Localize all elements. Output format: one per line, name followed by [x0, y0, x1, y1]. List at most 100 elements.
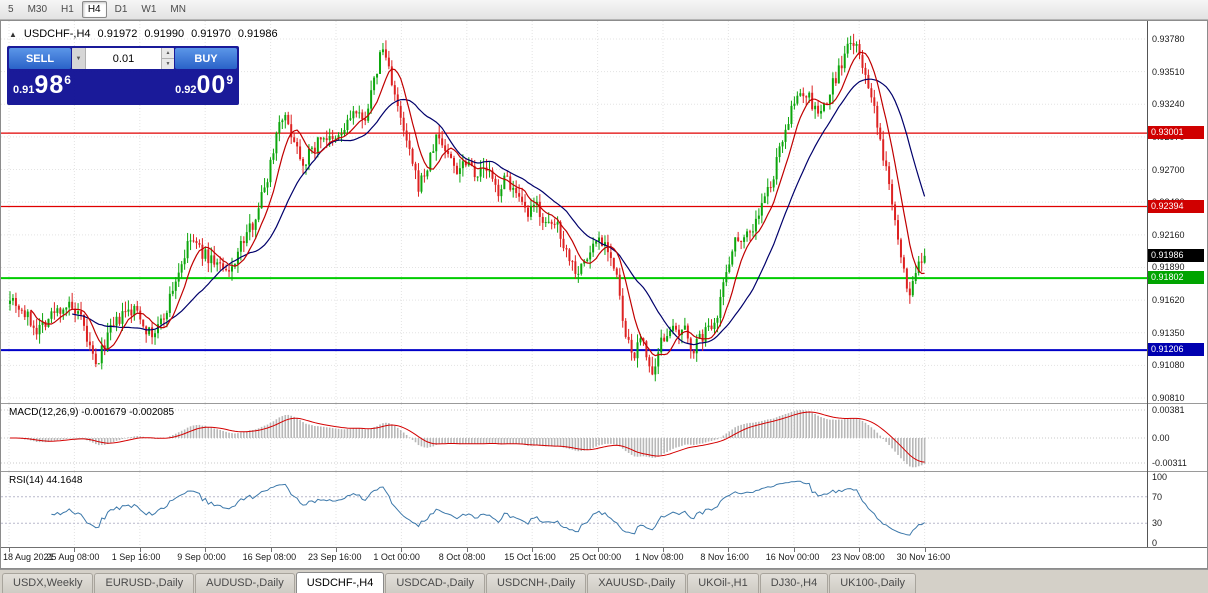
- candle-body: [846, 43, 849, 54]
- candle-body: [352, 111, 355, 119]
- chart-tab-dj30-h4[interactable]: DJ30-,H4: [759, 573, 829, 593]
- price-axis-label: 0.93780: [1152, 34, 1185, 44]
- candle-body: [47, 318, 50, 327]
- candle-body: [473, 166, 476, 178]
- candle-body: [216, 262, 219, 265]
- candle-body: [340, 133, 343, 136]
- candle-body: [44, 321, 47, 327]
- chart-tab-usdcad-daily[interactable]: USDCAD-,Daily: [385, 573, 485, 593]
- candle-body: [239, 241, 242, 252]
- chart-tab-usdcnh-daily[interactable]: USDCNH-,Daily: [485, 573, 587, 593]
- candle-body: [580, 263, 583, 274]
- sell-price[interactable]: 0.91986: [13, 71, 71, 100]
- candle-body: [920, 261, 923, 263]
- candle-body: [654, 366, 657, 375]
- candle-body: [503, 175, 506, 190]
- time-axis-tick: [466, 548, 468, 552]
- candle-body: [420, 175, 423, 192]
- candle-body: [713, 322, 716, 330]
- macd-indicator-chart[interactable]: [1, 404, 1147, 471]
- candle-body: [769, 187, 772, 189]
- candle-body: [204, 249, 207, 259]
- candle-body: [615, 268, 618, 275]
- candle-body: [88, 341, 91, 346]
- candle-body: [609, 252, 612, 259]
- price-chart[interactable]: [1, 21, 1147, 403]
- chart-tab-xauusd-daily[interactable]: XAUUSD-,Daily: [587, 573, 687, 593]
- rsi-indicator-chart[interactable]: [1, 472, 1147, 547]
- buy-price[interactable]: 0.92009: [175, 71, 233, 100]
- timeframe-button-d1[interactable]: D1: [114, 4, 128, 15]
- candle-body: [435, 134, 438, 152]
- candle-body: [266, 182, 269, 188]
- candle-body: [882, 139, 885, 161]
- price-axis-label: 0.93510: [1152, 66, 1185, 77]
- candle-body: [550, 221, 553, 224]
- lot-dropdown-icon[interactable]: ▼: [72, 48, 86, 69]
- timeframe-button-h4[interactable]: H4: [81, 1, 107, 18]
- candle-body: [586, 259, 589, 262]
- chart-tab-audusd-daily[interactable]: AUDUSD-,Daily: [195, 573, 295, 593]
- time-axis[interactable]: 18 Aug 2021 25 Aug 08:00 1 Sep 16:00 9 Sep …: [1, 547, 1207, 569]
- timeframe-button-5[interactable]: 5: [8, 4, 14, 15]
- candle-body: [870, 88, 873, 98]
- candle-body: [109, 324, 112, 333]
- sell-button[interactable]: SELL: [9, 48, 71, 69]
- candle-body: [506, 175, 509, 177]
- chart-tab-ukoil-h1[interactable]: UKOil-,H1: [687, 573, 759, 593]
- candle-body: [85, 325, 88, 342]
- chart-window[interactable]: 0.937800.935100.932400.929700.927000.924…: [0, 20, 1208, 569]
- candle-body: [899, 239, 902, 258]
- timeframe-button-m30[interactable]: M30: [27, 4, 48, 15]
- chart-tab-usdx-weekly[interactable]: USDX,Weekly: [2, 573, 94, 593]
- candle-body: [438, 134, 441, 139]
- candle-body: [802, 93, 805, 97]
- panel-separator[interactable]: [1, 471, 1207, 472]
- candle-body: [553, 223, 556, 225]
- lot-increase-icon[interactable]: ▲: [162, 48, 174, 59]
- candle-body: [364, 118, 367, 121]
- candle-body: [41, 321, 44, 325]
- price-axis-marker: 0.91206: [1148, 343, 1204, 357]
- timeframe-button-h1[interactable]: H1: [61, 4, 74, 15]
- panel-separator[interactable]: [1, 403, 1207, 404]
- ma-fast-line: [30, 51, 925, 357]
- candle-body: [414, 163, 417, 171]
- lot-decrease-icon[interactable]: ▼: [162, 59, 174, 69]
- candle-body: [837, 65, 840, 84]
- lot-spinner[interactable]: ▲ ▼: [161, 48, 174, 69]
- chart-tab-uk100-daily[interactable]: UK100-,Daily: [829, 573, 917, 593]
- candle-body: [849, 42, 852, 44]
- candle-body: [660, 337, 663, 353]
- candle-body: [547, 221, 550, 223]
- time-axis-label: 9 Sep 00:00: [177, 552, 226, 562]
- candle-body: [325, 138, 328, 141]
- rsi-grid: [8, 472, 926, 547]
- price-axis[interactable]: 0.937800.935100.932400.929700.927000.924…: [1148, 21, 1207, 548]
- chart-tab-eurusd-daily[interactable]: EURUSD-,Daily: [94, 573, 195, 593]
- candle-body: [328, 136, 331, 141]
- candle-body: [68, 301, 71, 308]
- candle-body: [894, 204, 897, 221]
- candle-body: [151, 327, 154, 338]
- candle-body: [737, 237, 740, 241]
- buy-button[interactable]: BUY: [175, 48, 237, 69]
- candle-body: [263, 187, 266, 193]
- ma-slow-line: [72, 78, 926, 346]
- chart-tab-usdchf-h4[interactable]: USDCHF-,H4: [295, 572, 385, 593]
- candle-body: [387, 57, 390, 67]
- candle-body: [103, 345, 106, 350]
- candle-body: [527, 207, 529, 217]
- candle-body: [370, 90, 373, 109]
- price-axis-label: 0.91620: [1152, 295, 1185, 306]
- candle-body: [349, 118, 352, 120]
- candle-body: [657, 352, 660, 367]
- lot-size-value[interactable]: 0.01: [112, 52, 135, 65]
- candle-body: [746, 231, 749, 238]
- timeframe-button-mn[interactable]: MN: [170, 4, 186, 15]
- collapse-trade-panel-icon[interactable]: ▲: [9, 29, 17, 39]
- timeframe-button-w1[interactable]: W1: [141, 4, 157, 15]
- candle-body: [9, 300, 11, 304]
- time-axis-label: 25 Oct 00:00: [569, 552, 622, 562]
- lot-size-field[interactable]: ▼ 0.01 ▲ ▼: [72, 48, 174, 69]
